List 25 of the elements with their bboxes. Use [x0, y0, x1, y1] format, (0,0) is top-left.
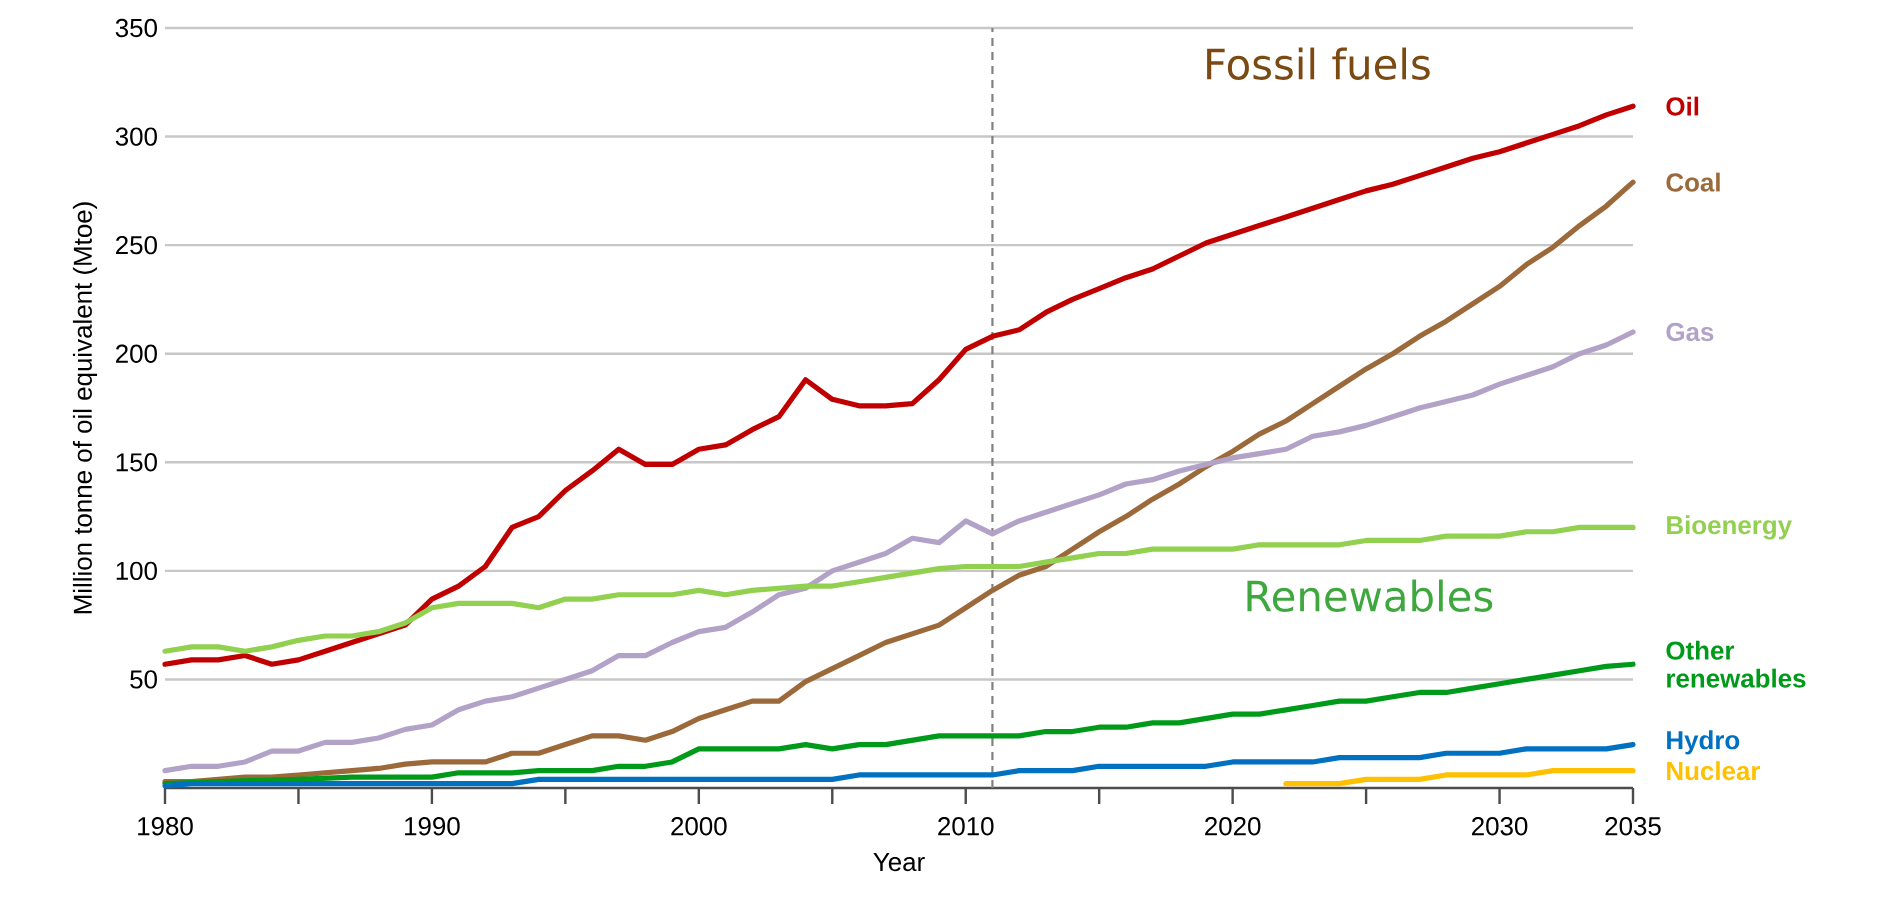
x-axis-title: Year — [873, 853, 925, 872]
x-tick-label: 2035 — [1605, 817, 1661, 836]
series-label: Oil — [1666, 96, 1699, 116]
x-tick-label: 2000 — [671, 817, 727, 836]
y-tick-label: 300 — [115, 127, 157, 146]
series-label: Nuclear — [1667, 761, 1761, 781]
y-tick-label: 50 — [130, 670, 157, 689]
series-label: Hydro — [1667, 730, 1740, 755]
y-tick-label: 350 — [115, 18, 157, 38]
y-axis-title: Million tonne of oil equivalent (Mtoe) — [72, 202, 98, 614]
series-label: Coal — [1666, 172, 1720, 192]
x-tick-label: 2020 — [1205, 817, 1261, 836]
x-tick-label: 2030 — [1472, 817, 1528, 836]
y-tick-label: 200 — [116, 344, 157, 363]
x-tick-label: 1980 — [138, 817, 193, 836]
x-tick-label: 1990 — [405, 817, 460, 836]
x-tick-label: 2010 — [938, 817, 994, 836]
y-tick-label: 250 — [116, 235, 157, 255]
series-label: Gas — [1666, 322, 1714, 342]
annotation: Renewables — [1247, 579, 1493, 612]
annotation: Fossil fuels — [1207, 47, 1430, 80]
y-tick-label: 100 — [116, 561, 157, 581]
y-tick-label: 150 — [116, 453, 157, 472]
series-label: Other renewables — [1666, 640, 1806, 688]
series-label: Bioenergy — [1667, 515, 1792, 540]
